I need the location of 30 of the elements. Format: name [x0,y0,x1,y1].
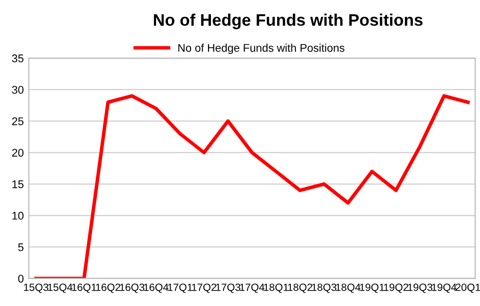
y-tick-label: 5 [18,243,24,252]
y-tick-label: 0 [18,274,24,283]
x-tick-label: 19Q4 [432,284,456,293]
y-tick-label: 10 [12,212,24,220]
x-tick-label: 16Q3 [120,284,144,293]
x-tick-label: 20Q1 [456,284,480,293]
y-tick-label: 30 [12,86,24,94]
x-tick-label: 17Q2 [192,284,216,293]
line-series [34,94,470,278]
y-tick-label: 15 [12,180,24,188]
chart-title: No of Hedge Funds with Positions [154,14,423,30]
x-tick-label: 18Q2 [288,284,312,293]
x-tick-label: 16Q4 [144,284,168,293]
x-tick-label: 19Q3 [408,284,432,293]
legend-label: No of Hedge Funds with Positions [178,44,344,54]
x-tick-label: 19Q2 [384,284,408,293]
y-tick-label: 35 [12,54,24,62]
y-tick-label: 20 [12,148,24,157]
x-tick-label: 17Q1 [168,284,192,293]
x-tick-label: 18Q1 [264,284,288,293]
x-tick-label: 15Q3 [24,284,48,293]
x-tick-label: 16Q2 [96,284,120,293]
x-tick-label: 16Q1 [72,284,96,293]
x-tick-label: 19Q1 [360,284,384,293]
x-tick-label: 17Q3 [216,284,240,293]
x-tick-label: 18Q4 [336,284,360,293]
x-tick-label: 15Q4 [48,284,72,293]
x-tick-label: 17Q4 [240,284,264,293]
x-tick-label: 18Q3 [312,284,336,293]
y-tick-label: 25 [12,117,24,126]
